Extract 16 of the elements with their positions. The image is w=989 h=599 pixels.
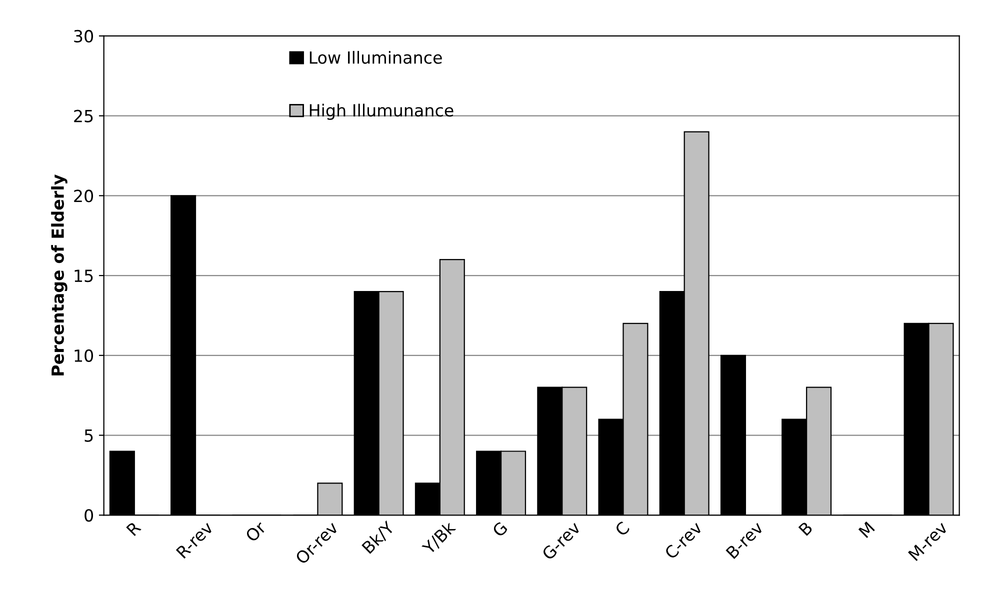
y-tick-label: 10 [74, 349, 94, 362]
legend-label: Low Illuminance [310, 50, 442, 64]
x-tick-label: Or [244, 520, 268, 543]
x-tick-label: G [492, 521, 508, 538]
y-tick-label: 30 [74, 30, 94, 43]
y-tick-label: 0 [84, 509, 94, 522]
y-tick-label: 15 [74, 270, 93, 282]
x-tick-label: C [614, 520, 630, 537]
y-axis-title: Percentage of Elderly [51, 174, 68, 376]
y-tick-label: 5 [84, 429, 93, 442]
y-tick-label: 25 [74, 110, 93, 122]
legend-label: High Illumunance [310, 104, 454, 120]
x-tick-label: M [858, 522, 875, 538]
y-tick-label: 20 [74, 190, 94, 202]
x-tick-label: B [798, 521, 814, 536]
x-tick-label: R [126, 520, 142, 536]
